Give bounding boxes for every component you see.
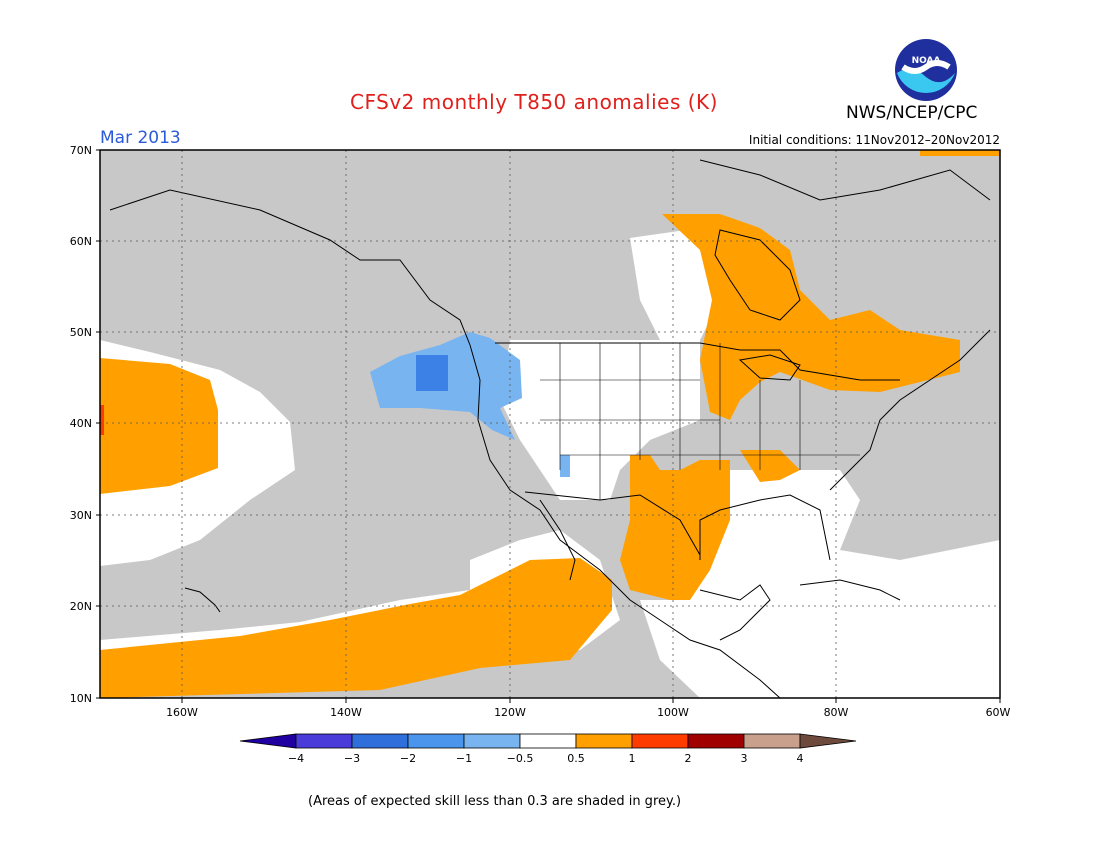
colorbar-segment [631, 733, 689, 749]
lat-label: 40N [70, 417, 92, 430]
positive-northeast-pacific [100, 358, 218, 494]
svg-text:NOAA: NOAA [912, 56, 941, 66]
colorbar-label: 2 [685, 752, 692, 765]
graticule [100, 150, 1000, 698]
hawaii [184, 587, 221, 613]
footnote: (Areas of expected skill less than 0.3 a… [308, 794, 682, 809]
colorbar-label: 4 [797, 752, 804, 765]
lat-label: 70N [70, 144, 92, 157]
arctic-islands [699, 159, 991, 201]
lat-label: 50N [70, 326, 92, 339]
colorbar-segment [239, 733, 297, 749]
colorbar-label: −2 [400, 752, 416, 765]
positive-tropical-pacific [100, 558, 612, 698]
negative-southwest-spot [560, 455, 570, 477]
lon-label: 60W [986, 706, 1011, 719]
yucatan [699, 584, 771, 641]
initial-conditions: Initial conditions: 11Nov2012–20Nov2012 [748, 133, 1000, 147]
us-canada-border [495, 342, 900, 381]
lat-label: 60N [70, 235, 92, 248]
chart-title: CFSv2 monthly T850 anomalies (K) [350, 90, 718, 114]
alaska-coast [109, 189, 471, 346]
noaa-logo: NOAA [895, 39, 957, 101]
colorbar-segment [799, 733, 857, 749]
white-caribbean [640, 470, 1000, 698]
white-south-us [720, 470, 850, 540]
colorbar-label: −3 [344, 752, 360, 765]
colorbar-label: 3 [741, 752, 748, 765]
colorbar-segment [463, 733, 521, 749]
lon-label: 80W [824, 706, 849, 719]
agency-label: NWS/NCEP/CPC [846, 103, 978, 123]
edge-marker [100, 405, 104, 435]
lon-label: 120W [494, 706, 526, 719]
colorbar-label: −0.5 [507, 752, 534, 765]
colorbar-segment [575, 733, 633, 749]
colorbar-segment [687, 733, 745, 749]
lat-label: 10N [70, 692, 92, 705]
lon-label: 100W [657, 706, 689, 719]
lat-label: 20N [70, 600, 92, 613]
forecast-period: Mar 2013 [100, 128, 181, 148]
lon-label: 140W [330, 706, 362, 719]
colorbar-label: 0.5 [567, 752, 585, 765]
us-mexico-border [524, 491, 701, 556]
tick-marks [96, 149, 1001, 703]
map-frame [99, 149, 1001, 699]
colorbar-label: 1 [629, 752, 636, 765]
lon-label: 160W [166, 706, 198, 719]
colorbar-segment [407, 733, 465, 749]
east-coast [829, 329, 991, 491]
strong-negative-core [416, 355, 448, 391]
great-lakes [738, 354, 801, 381]
white-canada-prairie [630, 228, 720, 340]
positive-canada-east [662, 214, 960, 420]
colorbar-segment [519, 733, 577, 749]
colorbar-label: −1 [456, 752, 472, 765]
gulf-coast [699, 494, 831, 561]
colorbar-segment [351, 733, 409, 749]
colorbar-label: −4 [288, 752, 304, 765]
positive-ohio-valley [740, 450, 800, 482]
arctic-positive-sliver [920, 150, 1000, 156]
lat-label: 30N [70, 509, 92, 522]
cuba [799, 579, 901, 601]
positive-central-us-mexico [620, 455, 730, 600]
west-coast [469, 344, 781, 698]
hudson-bay [714, 229, 801, 321]
colorbar-segment [743, 733, 801, 749]
colorbar-segment [295, 733, 353, 749]
state-lines [540, 343, 860, 500]
